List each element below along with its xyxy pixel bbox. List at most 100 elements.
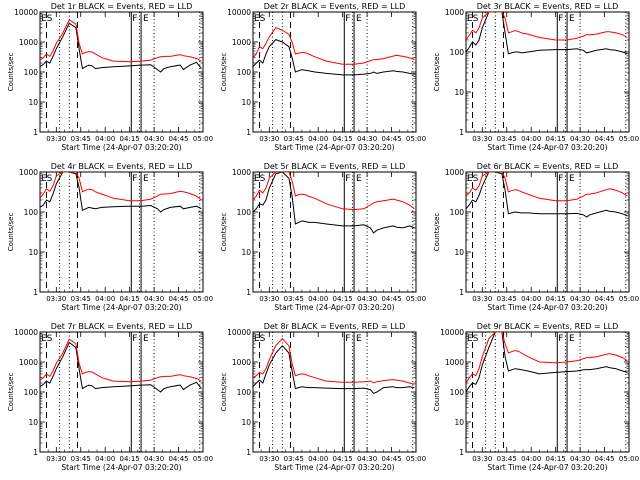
y-tick-label: 10 <box>241 98 251 107</box>
marker-label: ES <box>254 174 266 184</box>
y-tick-label: 1 <box>459 448 464 457</box>
x-tick-label: 04:00 <box>308 135 328 143</box>
marker-label: F <box>345 174 350 184</box>
x-tick-label: 03:30 <box>472 455 492 463</box>
y-tick-label: 10 <box>28 98 38 107</box>
x-tick-label: 04:30 <box>144 295 164 303</box>
x-tick-label: 04:15 <box>120 135 140 143</box>
lld-series-line <box>466 172 628 202</box>
lld-series-line <box>40 338 202 383</box>
panel-title: Det 8r BLACK = Events, RED = LLD <box>264 322 406 331</box>
marker-label: F <box>132 174 137 184</box>
y-tick-label: 1 <box>33 128 38 137</box>
y-tick-label: 100 <box>237 68 252 77</box>
x-tick-label: 04:45 <box>168 455 188 463</box>
panel-det-4: Det 4r BLACK = Events, RED = LLD 1 10 100 10… <box>7 162 213 312</box>
plot-frame <box>465 331 630 453</box>
panel-title: Det 6r BLACK = Events, RED = LLD <box>477 162 619 171</box>
x-tick-label: 04:00 <box>521 295 541 303</box>
x-tick-label: 03:45 <box>497 135 517 143</box>
x-axis-label: Start Time (24-Apr-07 03:20:20) <box>274 303 394 312</box>
marker-label: E <box>569 334 575 344</box>
y-axis-label: Counts/sec <box>220 213 228 252</box>
marker-label: ES <box>467 14 479 24</box>
x-axis-label: Start Time (24-Apr-07 03:20:20) <box>487 463 607 472</box>
x-axis-label: Start Time (24-Apr-07 03:20:20) <box>61 303 181 312</box>
y-axis-label: Counts/sec <box>433 373 441 412</box>
panel-det-1: Det 1r BLACK = Events, RED = LLD 1 10 100 10… <box>7 2 213 152</box>
panel-title: Det 5r BLACK = Events, RED = LLD <box>264 162 406 171</box>
x-tick-label: 05:00 <box>406 455 426 463</box>
plot-frame <box>252 331 417 453</box>
x-tick-label: 04:30 <box>357 135 377 143</box>
panel-det-7: Det 7r BLACK = Events, RED = LLD 1 10 100 10… <box>7 322 213 472</box>
x-tick-label: 04:45 <box>594 455 614 463</box>
plot-frame <box>39 171 204 293</box>
y-tick-label: 10 <box>241 248 251 257</box>
x-tick-label: 05:00 <box>193 135 213 143</box>
x-tick-label: 03:30 <box>259 295 279 303</box>
y-tick-label: 1000 <box>19 358 38 367</box>
y-axis-label: Counts/sec <box>220 53 228 92</box>
y-tick-label: 100 <box>450 388 465 397</box>
x-tick-label: 04:00 <box>308 455 328 463</box>
x-tick-label: 03:45 <box>284 135 304 143</box>
y-tick-label: 100 <box>24 208 39 217</box>
y-axis-label: Counts/sec <box>7 213 15 252</box>
y-tick-label: 10 <box>454 418 464 427</box>
marker-label: E <box>143 174 149 184</box>
y-tick-label: 10 <box>28 418 38 427</box>
events-series-line <box>466 172 628 218</box>
y-axis-label: Counts/sec <box>7 373 15 412</box>
lld-series-line <box>40 19 202 63</box>
marker-label: ES <box>467 174 479 184</box>
marker-label: E <box>569 14 575 24</box>
x-tick-label: 05:00 <box>406 295 426 303</box>
x-tick-label: 04:45 <box>168 135 188 143</box>
events-series-line <box>466 12 628 55</box>
plot-frame <box>252 171 417 293</box>
marker-label: F <box>345 334 350 344</box>
marker-label: F <box>132 14 137 24</box>
x-tick-label: 04:45 <box>594 135 614 143</box>
plot-frame <box>252 11 417 133</box>
x-tick-label: 05:00 <box>619 455 639 463</box>
y-tick-label: 1 <box>33 288 38 297</box>
x-tick-label: 04:00 <box>95 455 115 463</box>
marker-label: E <box>569 174 575 184</box>
marker-label: ES <box>41 334 53 344</box>
x-tick-label: 03:30 <box>472 135 492 143</box>
x-tick-label: 05:00 <box>193 455 213 463</box>
marker-label: F <box>132 334 137 344</box>
y-tick-label: 100 <box>450 48 465 57</box>
x-tick-label: 03:30 <box>259 455 279 463</box>
panel-title: Det 2r BLACK = Events, RED = LLD <box>264 2 406 11</box>
y-axis-label: Counts/sec <box>433 213 441 252</box>
panel-title: Det 3r BLACK = Events, RED = LLD <box>477 2 619 11</box>
y-tick-label: 1 <box>459 288 464 297</box>
marker-label: F <box>558 174 563 184</box>
x-tick-label: 03:45 <box>284 455 304 463</box>
x-tick-label: 04:45 <box>381 295 401 303</box>
x-tick-label: 04:00 <box>521 455 541 463</box>
y-tick-label: 100 <box>237 388 252 397</box>
marker-label: E <box>143 14 149 24</box>
y-tick-label: 1000 <box>445 358 464 367</box>
x-tick-label: 05:00 <box>619 295 639 303</box>
x-tick-label: 04:15 <box>333 295 353 303</box>
panel-title: Det 1r BLACK = Events, RED = LLD <box>51 2 193 11</box>
y-tick-label: 1000 <box>232 168 251 177</box>
x-axis-label: Start Time (24-Apr-07 03:20:20) <box>487 143 607 152</box>
panel-det-2: Det 2r BLACK = Events, RED = LLD 1 10 100 10… <box>220 2 426 152</box>
y-tick-label: 10000 <box>440 328 464 337</box>
events-series-line <box>40 172 202 213</box>
panel-det-3: Det 3r BLACK = Events, RED = LLD 1 10 100 10… <box>433 2 639 152</box>
events-series-line <box>253 39 415 76</box>
x-tick-label: 03:45 <box>71 135 91 143</box>
panel-det-8: Det 8r BLACK = Events, RED = LLD 1 10 100 10… <box>220 322 426 472</box>
x-tick-label: 04:30 <box>357 295 377 303</box>
events-series-line <box>466 332 628 393</box>
y-tick-label: 100 <box>24 388 39 397</box>
x-tick-label: 04:00 <box>95 135 115 143</box>
y-tick-label: 1000 <box>19 38 38 47</box>
